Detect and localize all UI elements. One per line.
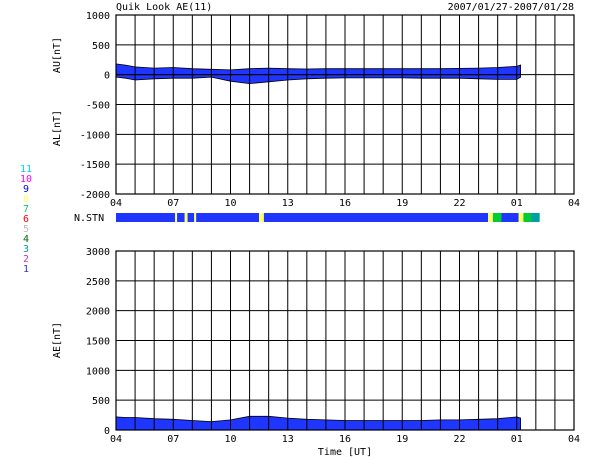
x-tick-label: 13 [282,434,294,445]
x-tick-label: 19 [396,198,408,209]
x-tick-label: 19 [396,434,408,445]
y-tick-label: 2000 [86,307,110,318]
x-tick-label: 07 [167,434,179,445]
y-tick-label: -2000 [80,190,110,201]
plot-frame [115,14,575,195]
x-tick-label: 01 [511,434,523,445]
station-segment [184,213,188,222]
y-tick-label: -500 [86,101,110,112]
x-tick-label: 10 [224,434,236,445]
station-segment [116,213,176,222]
station-segment [492,213,502,222]
x-tick-label: 10 [224,198,236,209]
station-segment [175,213,178,222]
station-segment [531,213,540,222]
legend-count-9: 9 [23,184,29,195]
station-segment [263,213,489,222]
station-segment [196,213,260,222]
y-tick-label: 500 [92,41,110,52]
ae-axis-label: AE[nT] [52,322,63,358]
legend-count-5: 5 [23,224,29,235]
station-segment [259,213,264,222]
station-segment [488,213,493,222]
x-tick-label: 01 [511,198,523,209]
x-tick-label: 04 [110,434,122,445]
station-segment [177,213,185,222]
x-tick-label: 22 [453,198,465,209]
station-count-panel: N.STN [74,213,540,224]
legend-count-11: 11 [20,164,32,175]
x-tick-label: 04 [110,198,122,209]
legend-count-4: 4 [23,234,29,245]
x-tick-label: 04 [568,434,580,445]
legend-count-10: 10 [20,174,32,185]
y-tick-label: 2500 [86,277,110,288]
x-tick-label: 13 [282,198,294,209]
y-tick-label: 1000 [86,366,110,377]
station-segment [187,213,195,222]
station-segment [518,213,524,222]
y-tick-label: 0 [104,426,110,437]
y-tick-label: 3000 [86,247,110,258]
legend-count-3: 3 [23,244,29,255]
x-tick-label: 07 [167,198,179,209]
x-axis-title: Time [UT] [318,447,372,458]
y-tick-label: 1500 [86,337,110,348]
y-tick-label: -1500 [80,160,110,171]
au-axis-label: AU[nT] [52,37,63,73]
legend-count-2: 2 [23,254,29,265]
legend-count-6: 6 [23,214,29,225]
al-axis-label: AL[nT] [52,110,63,146]
station-segment [194,213,197,222]
plot-frame [115,250,575,431]
x-tick-label: 22 [453,434,465,445]
x-tick-label: 04 [568,198,580,209]
y-tick-label: -1000 [80,130,110,141]
date-range: 2007/01/27-2007/01/28 [448,2,574,13]
legend-count-1: 1 [23,264,29,275]
nstn-label: N.STN [74,213,104,224]
x-tick-label: 16 [339,434,351,445]
legend-count-7: 7 [23,204,29,215]
legend-count-8: 8 [23,194,29,205]
y-tick-label: 1000 [86,11,110,22]
y-tick-label: 500 [92,396,110,407]
station-segment [523,213,532,222]
chart-title: Quik Look AE(11) [116,2,212,13]
y-tick-label: 0 [104,71,110,82]
station-segment [501,213,519,222]
x-tick-label: 16 [339,198,351,209]
